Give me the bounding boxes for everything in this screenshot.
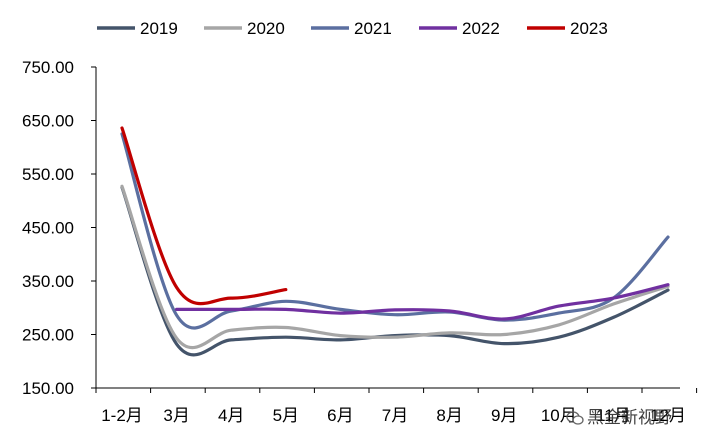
series-line-2022 (175, 283, 670, 321)
legend-label-2019: 2019 (140, 19, 178, 38)
series-line-2019 (120, 185, 670, 357)
x-tick-label: 4月 (218, 406, 244, 425)
x-tick-label: 8月 (436, 406, 462, 425)
x-tick-label: 6月 (327, 406, 353, 425)
y-tick-label: 250.00 (22, 326, 74, 345)
series-line-2020 (120, 184, 670, 350)
x-tick-label: 7月 (382, 406, 408, 425)
legend-label-2022: 2022 (462, 19, 500, 38)
y-tick-label: 450.00 (22, 219, 74, 238)
legend-label-2020: 2020 (247, 19, 285, 38)
y-tick-label: 650.00 (22, 112, 74, 131)
y-tick-label: 550.00 (22, 165, 74, 184)
x-tick-label: 3月 (163, 406, 189, 425)
y-tick-label: 750.00 (22, 58, 74, 77)
y-tick-label: 350.00 (22, 272, 74, 291)
x-tick-label: 9月 (491, 406, 517, 425)
axes: 150.00 250.00 350.00 450.00 550.00 650.00 750.… (22, 58, 698, 425)
x-tick-label: 11月 (596, 406, 631, 425)
legend-label-2021: 2021 (354, 19, 392, 38)
legend: 2019 2020 2021 2022 2023 (97, 19, 608, 38)
series-line-2023 (120, 126, 288, 306)
watermark: 黑金新视野 (566, 403, 672, 428)
wechat-icon (566, 411, 584, 425)
series-line-2021 (120, 132, 670, 330)
x-tick-label: 5月 (273, 406, 299, 425)
x-tick-label: 12月 (650, 406, 686, 425)
legend-label-2023: 2023 (570, 19, 608, 38)
series-lines (120, 126, 670, 357)
watermark-text: 黑金新视野 (587, 408, 672, 428)
x-tick-label: 1-2月 (101, 406, 143, 425)
y-tick-label: 150.00 (22, 379, 74, 398)
